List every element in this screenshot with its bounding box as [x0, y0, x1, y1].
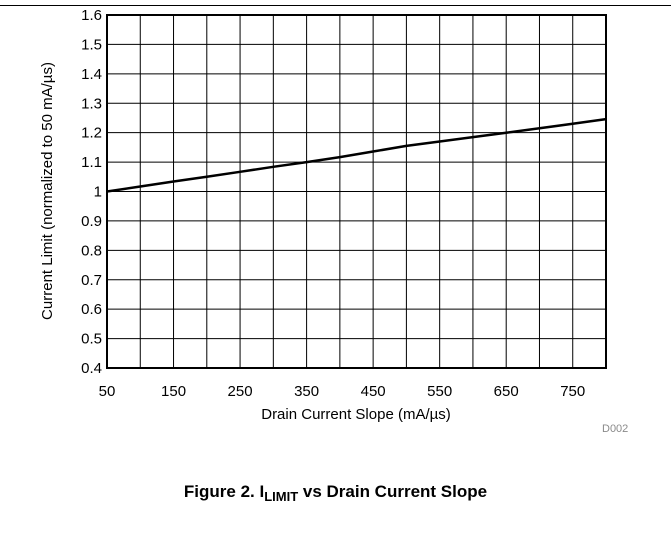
- y-tick-label: 1.6: [81, 7, 102, 24]
- y-tick-labels: 0.4 0.5 0.6 0.7 0.8 0.9 1 1.1 1.2 1.3 1.4 1.5 1.6: [81, 7, 102, 377]
- top-rule: [0, 5, 671, 6]
- y-axis-title: Current Limit (normalized to 50 mA/µs): [39, 62, 56, 320]
- y-tick-label: 0.7: [81, 272, 102, 289]
- caption-suffix: vs Drain Current Slope: [298, 482, 488, 501]
- caption-subscript: LIMIT: [264, 489, 299, 504]
- x-tick-label: 550: [427, 383, 452, 400]
- y-tick-label: 1.1: [81, 154, 102, 171]
- y-tick-label: 0.9: [81, 213, 102, 230]
- grid: [107, 15, 606, 368]
- x-tick-label: 750: [560, 383, 585, 400]
- x-axis-title: Drain Current Slope (mA/µs): [261, 406, 451, 423]
- x-tick-label: 350: [294, 383, 319, 400]
- x-tick-label: 150: [161, 383, 186, 400]
- y-tick-label: 0.5: [81, 331, 102, 348]
- plot-frame: [106, 14, 607, 369]
- y-tick-label: 1: [94, 184, 102, 201]
- y-tick-label: 0.4: [81, 360, 102, 377]
- series-line: [106, 117, 607, 193]
- line-chart: 50 150 250 350 450 550 650 750 0.40.50.60.70.80…: [39, 7, 628, 435]
- x-tick-label: 650: [494, 383, 519, 400]
- y-tick-label: 1.2: [81, 125, 102, 142]
- x-tick-labels: 50 150 250 350 450 550 650 750: [99, 383, 586, 400]
- figure-code: D002: [602, 423, 628, 435]
- x-tick-label: 250: [228, 383, 253, 400]
- caption-prefix: Figure 2. I: [183, 482, 265, 501]
- x-tick-label: 450: [361, 383, 386, 400]
- y-tick-label: 1.5: [81, 36, 102, 53]
- y-tick-label: 1.3: [81, 95, 102, 112]
- y-tick-label: 0.6: [81, 301, 102, 318]
- y-tick-label: 1.4: [81, 66, 102, 83]
- x-tick-label: 50: [99, 383, 116, 400]
- y-tick-label: 0.8: [81, 242, 102, 259]
- series-layer: [106, 117, 607, 193]
- figure-caption: Figure 2. ILIMIT vs Drain Current Slope: [0, 482, 671, 504]
